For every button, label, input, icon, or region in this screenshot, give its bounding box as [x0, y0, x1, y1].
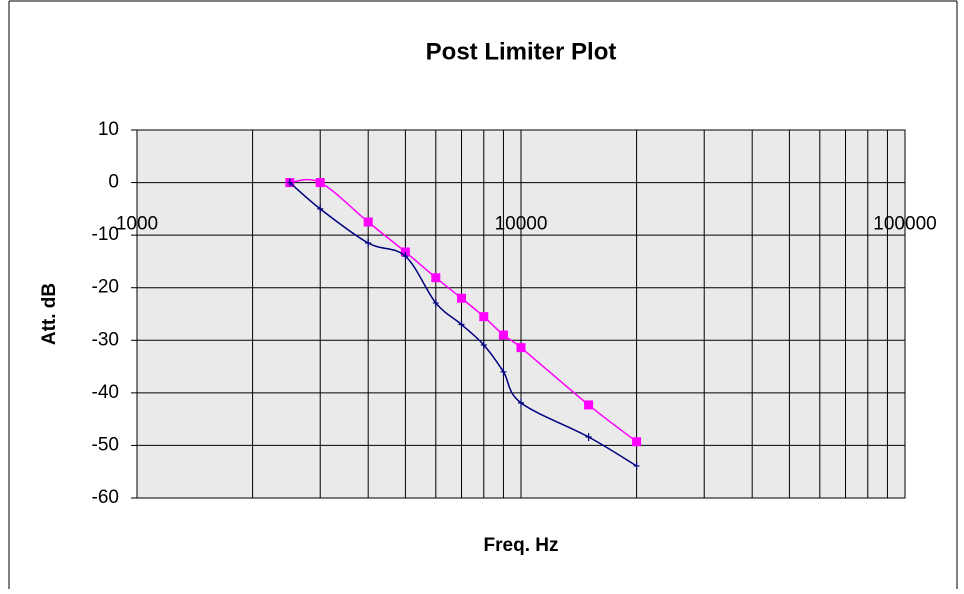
marker	[431, 273, 441, 283]
marker	[400, 247, 410, 257]
y-tick-label: -10	[92, 224, 119, 245]
marker	[633, 461, 640, 470]
x-tick-label: 10000	[495, 214, 548, 235]
marker	[479, 312, 489, 322]
marker	[365, 239, 372, 248]
x-axis-label: Freq. Hz	[484, 535, 559, 556]
y-tick-label: -20	[92, 277, 119, 298]
chart-title: Post Limiter Plot	[426, 38, 617, 65]
y-tick-label: -60	[92, 487, 119, 508]
y-tick-label: 10	[98, 119, 119, 140]
marker	[584, 400, 594, 410]
y-axis-label: Att. dB	[39, 283, 60, 345]
marker	[402, 252, 409, 261]
marker	[480, 341, 487, 350]
marker	[363, 217, 373, 227]
marker	[585, 433, 592, 442]
y-tick-label: -40	[92, 382, 119, 403]
y-tick-label: 0	[108, 172, 119, 193]
y-tick-label: -50	[92, 434, 119, 455]
marker	[286, 178, 293, 187]
marker	[500, 367, 507, 376]
marker	[516, 343, 526, 353]
marker	[518, 398, 524, 407]
marker	[315, 178, 325, 188]
marker	[432, 298, 439, 307]
marker	[632, 437, 642, 447]
plot-border	[136, 129, 906, 499]
y-tick-label: -30	[92, 329, 119, 350]
marker	[498, 330, 508, 340]
marker	[317, 204, 324, 213]
marker	[458, 320, 465, 329]
marker	[457, 293, 467, 303]
